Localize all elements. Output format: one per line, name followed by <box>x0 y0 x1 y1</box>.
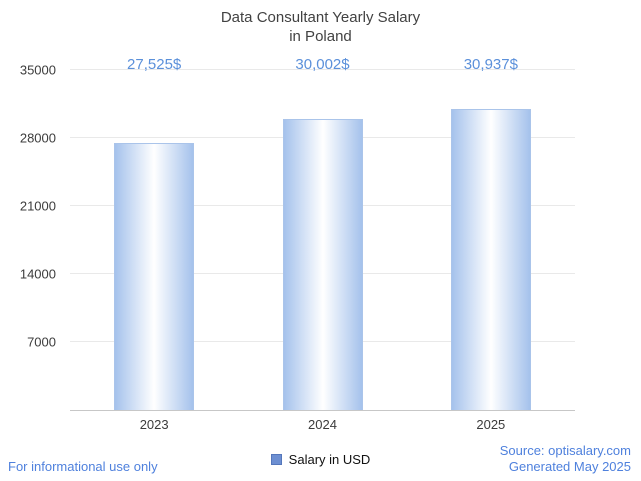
y-tick-label: 7000 <box>27 334 56 350</box>
bar-2023 <box>114 142 195 410</box>
y-tick-label: 35000 <box>19 62 56 78</box>
source-link[interactable]: Source: optisalary.com <box>499 443 631 458</box>
disclaimer-text: For informational use only <box>8 459 158 474</box>
y-tick-label: 28000 <box>19 130 56 146</box>
legend-marker-icon <box>270 454 282 465</box>
bar-2025 <box>450 109 531 410</box>
legend: Salary in USD <box>0 452 641 467</box>
chart-title-line2: in Poland <box>289 28 352 45</box>
x-axis-line <box>70 410 575 411</box>
x-axis-tick-labels: 2023 2024 2025 <box>70 417 575 435</box>
bar-2024 <box>282 118 363 410</box>
legend-label: Salary in USD <box>288 452 371 467</box>
x-tick-label: 2024 <box>308 417 337 432</box>
plot-area <box>70 69 575 410</box>
chart-title-line1: Data Consultant Yearly Salary <box>220 9 421 26</box>
bar-value-label: 30,937$ <box>463 56 518 73</box>
y-tick-label: 14000 <box>19 266 56 282</box>
bar-value-label: 27,525$ <box>127 56 182 73</box>
bar-value-labels: 27,525$ 30,002$ 30,937$ <box>70 56 575 76</box>
gridline <box>70 69 575 70</box>
x-tick-label: 2023 <box>139 417 169 432</box>
x-tick-label: 2025 <box>476 417 506 432</box>
chart-title: Data Consultant Yearly Salary in Poland <box>0 8 641 46</box>
footer-source-block: Source: optisalary.com Generated May 202… <box>500 443 631 475</box>
y-axis-tick-labels: 7000 14000 21000 28000 35000 <box>0 63 62 410</box>
bar-value-label: 30,002$ <box>295 56 350 73</box>
generated-date: Generated May 2025 <box>508 459 631 474</box>
y-tick-label: 21000 <box>19 198 56 214</box>
